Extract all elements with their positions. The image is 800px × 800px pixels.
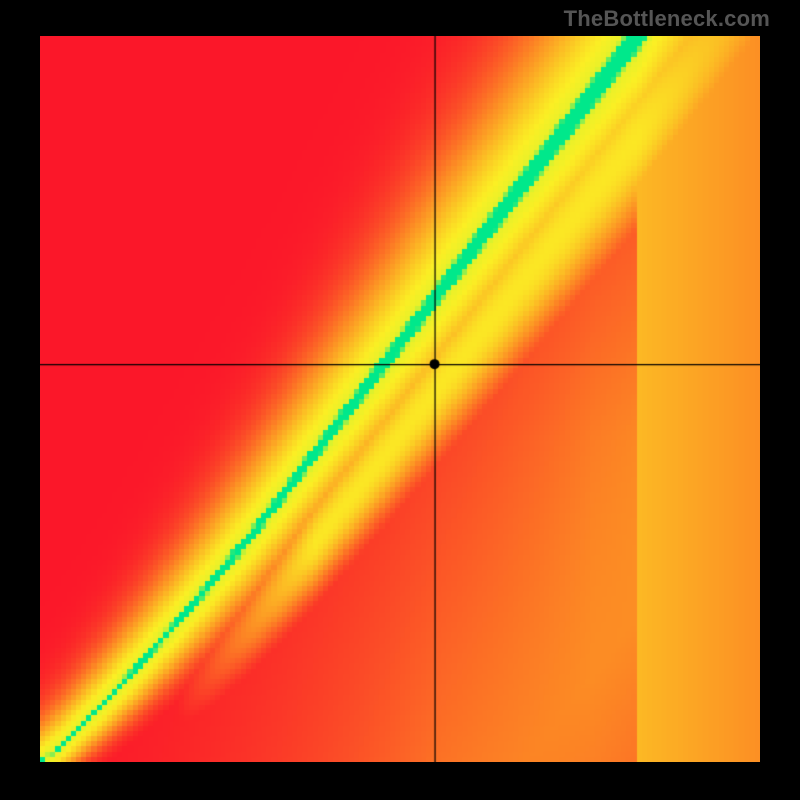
chart-container: TheBottleneck.com (0, 0, 800, 800)
crosshair-overlay (40, 36, 760, 762)
watermark-text: TheBottleneck.com (564, 6, 770, 32)
